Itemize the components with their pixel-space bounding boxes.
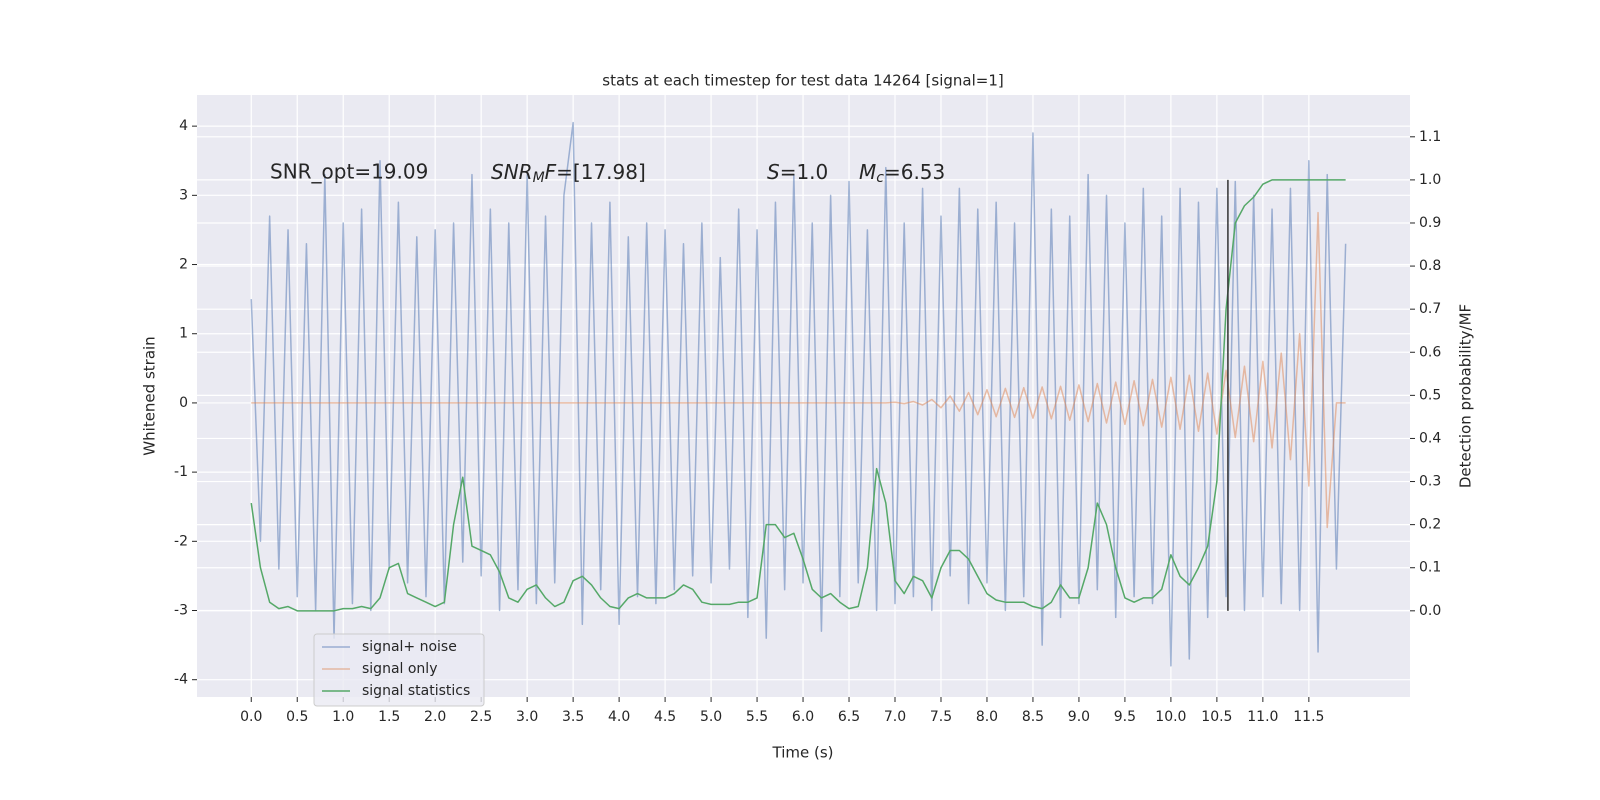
legend-label: signal only <box>362 661 437 677</box>
annotation-part: S <box>767 160 780 184</box>
annotation-part: F <box>545 160 557 184</box>
annotation-part: =1.0 <box>780 160 829 184</box>
x-tick-label: 7.5 <box>930 709 952 725</box>
x-tick-label: 11.0 <box>1247 709 1278 725</box>
x-tick-label: 7.0 <box>884 709 906 725</box>
x-tick-label: 9.5 <box>1114 709 1136 725</box>
annotation-part: M <box>533 170 545 186</box>
y2-tick-label: 0.1 <box>1419 560 1441 576</box>
annotation: S=1.0 <box>767 160 828 184</box>
legend-box <box>313 633 485 707</box>
y-tick-label: 3 <box>179 187 188 203</box>
series-line <box>251 211 1346 529</box>
y2-tick-label: 0.8 <box>1419 258 1441 274</box>
y2-tick-label: 0.4 <box>1419 430 1441 446</box>
chart-title: stats at each timestep for test data 142… <box>602 72 1003 90</box>
y2-axis-label: Detection probability/MF <box>1457 304 1475 488</box>
annotation-part: c <box>876 170 884 186</box>
legend-label: signal+ noise <box>362 639 457 655</box>
x-tick-label: 1.5 <box>378 709 400 725</box>
x-tick-label: 0.0 <box>240 709 262 725</box>
y-tick-label: 0 <box>179 395 188 411</box>
x-tick-label: 11.5 <box>1293 709 1324 725</box>
x-tick-label: 10.0 <box>1155 709 1186 725</box>
annotation-part: =6.53 <box>884 160 945 184</box>
y2-tick-label: 0.3 <box>1419 474 1441 490</box>
x-tick-label: 4.0 <box>608 709 630 725</box>
y-tick-label: 1 <box>179 326 188 342</box>
y-tick-label: -3 <box>174 603 188 619</box>
series-line <box>250 179 1346 612</box>
annotation-part: SNR <box>491 160 533 184</box>
x-tick-label: 5.0 <box>700 709 722 725</box>
x-tick-label: 8.5 <box>1022 709 1044 725</box>
x-tick-label: 10.5 <box>1201 709 1232 725</box>
x-tick-label: 8.0 <box>976 709 998 725</box>
x-tick-label: 3.0 <box>516 709 538 725</box>
x-tick-label: 1.0 <box>332 709 354 725</box>
y2-tick-label: 1.0 <box>1419 172 1441 188</box>
y2-tick-label: 0.2 <box>1419 517 1441 533</box>
plot-marks <box>250 121 1347 667</box>
legend-label: signal statistics <box>362 683 470 699</box>
x-tick-label: 6.5 <box>838 709 860 725</box>
y2-tick-label: 0.9 <box>1419 215 1441 231</box>
x-tick-label: 5.5 <box>746 709 768 725</box>
x-tick-label: 4.5 <box>654 709 676 725</box>
annotation-part: =[17.98] <box>556 160 646 184</box>
annotation: Mc=6.53 <box>859 160 945 187</box>
x-tick-label: 2.0 <box>424 709 446 725</box>
y-tick-label: -2 <box>174 533 188 549</box>
x-tick-label: 2.5 <box>470 709 492 725</box>
annotation-part: M <box>859 160 876 184</box>
y-tick-label: -1 <box>174 464 188 480</box>
x-tick-label: 0.5 <box>286 709 308 725</box>
y-axis-label: Whitened strain <box>141 336 159 455</box>
y-tick-label: -4 <box>174 672 188 688</box>
y2-tick-label: 0.6 <box>1419 344 1441 360</box>
y2-tick-label: 0.0 <box>1419 603 1441 619</box>
y-tick-label: 2 <box>179 257 188 273</box>
annotation: SNR_opt=19.09 <box>270 160 428 184</box>
y-tick-label: 4 <box>179 118 188 134</box>
annotation: SNRMF=[17.98] <box>491 160 646 187</box>
series-line <box>250 121 1347 667</box>
x-tick-label: 6.0 <box>792 709 814 725</box>
y2-tick-label: 0.7 <box>1419 301 1441 317</box>
x-tick-label: 9.0 <box>1068 709 1090 725</box>
axes: 0.0 0.5 1.0 1.5 2.0 2.5 3.0 3.5 4.0 4.5 5.0 5.5 6.0 6… <box>174 118 1441 725</box>
legend: signal+ noise signal only signal statistic… <box>313 633 485 707</box>
x-axis-label: Time (s) <box>772 744 834 762</box>
y2-tick-label: 1.1 <box>1419 129 1441 145</box>
x-tick-label: 3.5 <box>562 709 584 725</box>
y2-tick-label: 0.5 <box>1419 387 1441 403</box>
